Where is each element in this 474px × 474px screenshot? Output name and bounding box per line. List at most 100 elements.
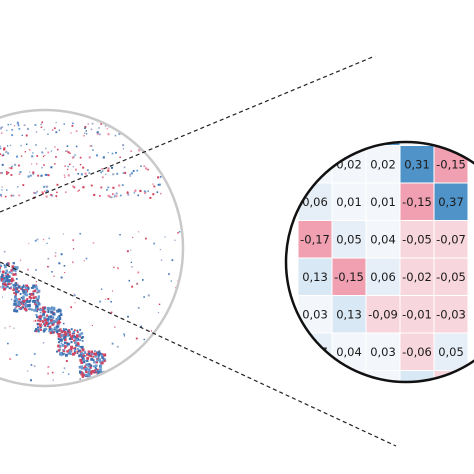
heatmap-dot [141, 106, 143, 108]
heatmap-dot [117, 388, 120, 391]
heatmap-dot [67, 331, 70, 335]
heatmap-dot [80, 173, 84, 176]
matrix-cell-value: -0,15 [402, 195, 432, 209]
heatmap-dot [115, 195, 118, 198]
matrix-cell [400, 33, 434, 71]
heatmap-dot [190, 313, 192, 315]
heatmap-dot [78, 338, 82, 342]
matrix-cell-value: -0,03 [436, 307, 466, 321]
heatmap-dot [55, 43, 57, 45]
heatmap-dot [12, 194, 15, 197]
heatmap-dot [49, 315, 53, 318]
heatmap-dot [107, 194, 110, 197]
heatmap-dot [19, 48, 22, 51]
heatmap-dot [72, 74, 75, 77]
heatmap-dot [6, 129, 8, 132]
heatmap-dot [165, 145, 169, 149]
matrix-cell-value: -0,15 [436, 157, 466, 171]
heatmap-dot [74, 66, 76, 68]
heatmap-dot [103, 391, 105, 393]
heatmap-dot [107, 152, 109, 154]
heatmap-dot [101, 376, 104, 379]
heatmap-dot [24, 36, 26, 38]
heatmap-dot [0, 271, 2, 273]
heatmap-dot [40, 61, 43, 64]
heatmap-dot [32, 290, 35, 293]
heatmap-dot [152, 133, 156, 137]
heatmap-dot [10, 41, 12, 43]
heatmap-dot [177, 232, 179, 234]
heatmap-dot [59, 344, 62, 348]
heatmap-dot [104, 383, 108, 386]
heatmap-dot [115, 93, 117, 95]
heatmap-dot [57, 337, 60, 341]
heatmap-dot [48, 47, 51, 50]
heatmap-dot [12, 279, 15, 282]
heatmap-dot [0, 46, 3, 49]
heatmap-dot [109, 391, 111, 393]
heatmap-dot [122, 375, 126, 379]
matrix-cell [332, 33, 366, 71]
heatmap-dot [72, 185, 75, 188]
matrix-cell-value: 0,06 [404, 45, 430, 59]
heatmap-dot [111, 379, 114, 382]
heatmap-dot [102, 377, 105, 380]
matrix-cell [433, 142, 469, 146]
heatmap-dot [152, 123, 155, 126]
heatmap-dot [34, 239, 37, 242]
heatmap-dot [5, 277, 8, 281]
heatmap-dot [45, 189, 49, 192]
heatmap-dot [152, 110, 156, 112]
heatmap-dot [18, 164, 20, 167]
heatmap-dot [49, 331, 53, 335]
heatmap-dot [95, 68, 98, 71]
heatmap-dot [19, 46, 22, 49]
heatmap-dot [135, 98, 138, 101]
heatmap-dot [173, 141, 176, 144]
heatmap-dot [71, 156, 75, 159]
heatmap-dot [155, 130, 159, 133]
heatmap-dot [34, 285, 38, 289]
heatmap-dot [104, 378, 107, 380]
heatmap-dot [154, 123, 157, 127]
heatmap-dot [103, 79, 106, 82]
heatmap-dot [0, 42, 1, 44]
heatmap-dot [109, 81, 111, 83]
heatmap-dot [86, 169, 89, 172]
heatmap-dot [38, 37, 40, 39]
heatmap-dot [113, 374, 116, 377]
heatmap-dot [108, 375, 111, 378]
heatmap-dot [75, 338, 79, 342]
heatmap-dot [94, 364, 98, 367]
heatmap-dot [147, 126, 150, 129]
heatmap-dot [31, 308, 34, 311]
heatmap-dot [32, 35, 35, 38]
heatmap-dot [91, 122, 94, 125]
heatmap-dot [160, 121, 163, 124]
heatmap-dot [50, 150, 53, 152]
heatmap-dot [39, 320, 42, 323]
heatmap-dot [133, 95, 136, 98]
heatmap-dot [152, 183, 154, 185]
heatmap-dot [30, 297, 33, 300]
heatmap-dot [39, 324, 43, 328]
heatmap-dot [143, 165, 146, 168]
heatmap-dot [1, 132, 3, 134]
heatmap-dot [149, 356, 151, 358]
heatmap-dot [150, 330, 153, 332]
heatmap-dot [51, 45, 54, 48]
heatmap-dot [140, 325, 143, 328]
heatmap-dot [85, 363, 89, 366]
heatmap-dot [46, 306, 50, 310]
heatmap-dot [25, 299, 29, 303]
heatmap-dot [124, 94, 126, 96]
heatmap-dot [126, 89, 129, 92]
heatmap-dot [36, 315, 39, 319]
heatmap-dot [17, 291, 19, 294]
heatmap-dot [30, 49, 32, 51]
heatmap-dot [109, 91, 111, 93]
heatmap-dot [96, 131, 99, 134]
heatmap-dot [157, 125, 161, 129]
heatmap-dot [6, 47, 8, 49]
heatmap-dot [80, 345, 84, 349]
